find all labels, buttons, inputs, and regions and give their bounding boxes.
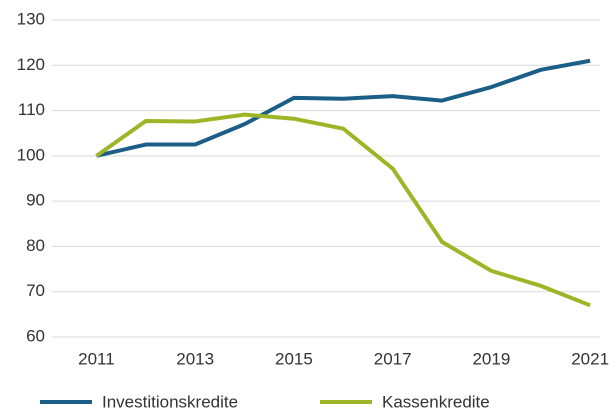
y-tick-label: 60 [26, 326, 45, 345]
y-tick-label: 90 [26, 191, 45, 210]
legend-label: Investitionskredite [102, 392, 238, 411]
x-tick-label: 2013 [176, 349, 214, 368]
x-tick-label: 2017 [374, 349, 412, 368]
y-tick-label: 100 [17, 145, 45, 164]
y-tick-label: 70 [26, 281, 45, 300]
y-tick-label: 130 [17, 9, 45, 28]
x-tick-label: 2015 [275, 349, 313, 368]
y-tick-label: 120 [17, 55, 45, 74]
x-tick-label: 2021 [571, 349, 609, 368]
y-tick-label: 80 [26, 236, 45, 255]
legend-label: Kassenkredite [382, 392, 490, 411]
data-line [95, 58, 591, 158]
y-tick-label: 110 [18, 100, 45, 119]
x-tick-label: 2011 [78, 349, 115, 368]
x-tick-label: 2019 [472, 349, 510, 368]
data-line [95, 112, 591, 308]
